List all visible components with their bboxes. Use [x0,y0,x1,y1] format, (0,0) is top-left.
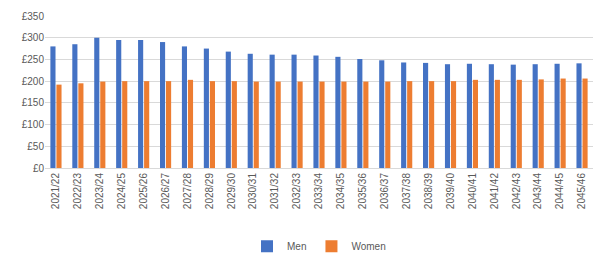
svg-text:£100: £100 [22,119,45,130]
svg-text:2039/40: 2039/40 [445,173,456,210]
svg-text:2026/27: 2026/27 [160,173,171,210]
svg-text:2040/41: 2040/41 [467,173,478,210]
svg-text:2029/30: 2029/30 [226,173,237,210]
svg-text:2035/36: 2035/36 [357,173,368,210]
svg-text:2038/39: 2038/39 [423,173,434,210]
svg-text:£350: £350 [22,11,45,22]
svg-text:2044/45: 2044/45 [554,173,565,210]
svg-text:2031/32: 2031/32 [269,173,280,210]
svg-text:Women: Women [351,241,385,252]
svg-text:2032/33: 2032/33 [291,173,302,210]
svg-text:2036/37: 2036/37 [379,173,390,210]
svg-text:2042/43: 2042/43 [511,173,522,210]
svg-text:2023/24: 2023/24 [94,173,105,210]
svg-text:£50: £50 [27,141,44,152]
svg-text:2030/31: 2030/31 [247,173,258,210]
svg-text:£150: £150 [22,97,45,108]
svg-text:2025/26: 2025/26 [138,173,149,210]
svg-text:£0: £0 [33,163,45,174]
svg-text:2041/42: 2041/42 [489,173,500,210]
svg-text:2027/28: 2027/28 [182,173,193,210]
svg-text:2022/23: 2022/23 [72,173,83,210]
svg-text:2034/35: 2034/35 [335,173,346,210]
svg-text:Men: Men [287,241,306,252]
svg-text:2021/22: 2021/22 [50,173,61,210]
svg-text:£250: £250 [22,54,45,65]
svg-text:2028/29: 2028/29 [204,173,215,210]
svg-text:2033/34: 2033/34 [313,173,324,210]
svg-text:2037/38: 2037/38 [401,173,412,210]
svg-text:2045/46: 2045/46 [576,173,587,210]
svg-text:2043/44: 2043/44 [532,173,543,210]
svg-text:£300: £300 [22,32,45,43]
svg-text:£200: £200 [22,76,45,87]
svg-text:2024/25: 2024/25 [116,173,127,210]
